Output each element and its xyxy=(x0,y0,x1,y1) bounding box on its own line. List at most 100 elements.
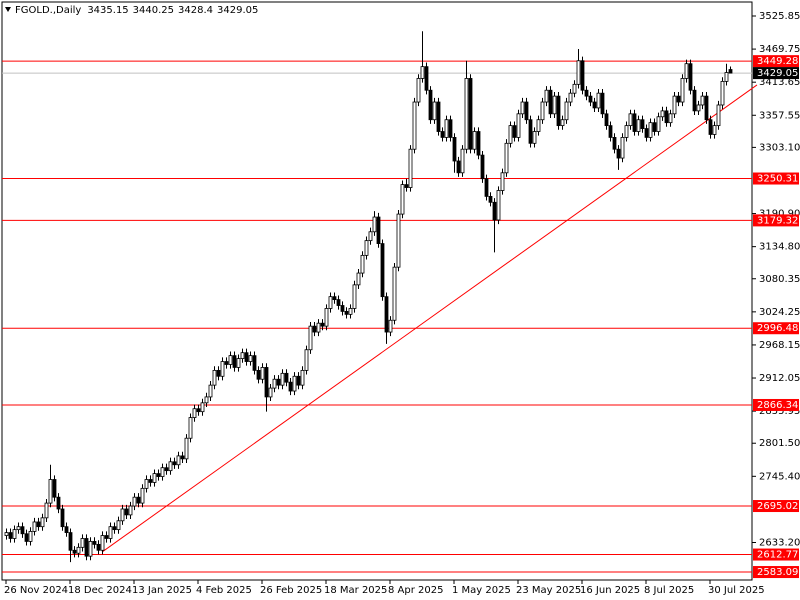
candle-body xyxy=(324,308,329,327)
y-tick-label: 3357.55 xyxy=(759,110,800,121)
candle-body xyxy=(136,496,141,504)
level-label-box xyxy=(753,398,799,411)
candle-body xyxy=(312,325,317,333)
candle-body xyxy=(520,101,525,115)
level-label: 3250.31 xyxy=(757,174,798,185)
candle-body xyxy=(404,184,409,188)
candle-body xyxy=(392,266,397,321)
candle-body xyxy=(620,137,625,159)
candle-body xyxy=(588,95,593,103)
candle-body xyxy=(72,549,77,554)
candle-body xyxy=(104,535,109,539)
candle-body xyxy=(96,543,101,551)
level-label-box xyxy=(753,55,799,68)
candle-body xyxy=(580,60,585,91)
candle-body xyxy=(532,131,537,144)
candle-body xyxy=(484,178,489,197)
level-label: 2695.02 xyxy=(757,501,798,512)
candle-body xyxy=(572,83,577,94)
candle-body xyxy=(592,101,597,109)
candle-body xyxy=(552,95,557,115)
candle-body xyxy=(492,201,497,221)
candle-body xyxy=(444,119,449,138)
candle-body xyxy=(76,546,81,554)
candle-body xyxy=(672,95,677,115)
candle-body xyxy=(640,119,645,129)
x-tick-label: 8 Jul 2025 xyxy=(644,585,694,596)
level-label: 2583.09 xyxy=(757,567,798,578)
candle-body xyxy=(4,532,9,536)
close-value: 3429.05 xyxy=(217,5,258,16)
candle-body xyxy=(376,216,381,244)
candle-body xyxy=(44,502,49,519)
candle-body xyxy=(316,322,321,333)
menu-arrow[interactable] xyxy=(5,7,11,12)
y-tick-label: 3134.80 xyxy=(759,242,800,253)
candle-body xyxy=(244,352,249,362)
candle-body xyxy=(364,240,369,256)
candle-body xyxy=(332,296,337,301)
candle-body xyxy=(56,496,61,510)
candle-body xyxy=(508,125,513,144)
candle-body xyxy=(124,508,129,516)
current-price-box xyxy=(753,67,799,80)
candle-body xyxy=(264,367,269,398)
y-tick-label: 3525.85 xyxy=(759,11,800,22)
candle-body xyxy=(36,521,41,528)
candle-body xyxy=(668,113,673,124)
candle-body xyxy=(284,372,289,383)
candle-body xyxy=(448,119,453,138)
candle-body xyxy=(628,113,633,127)
candle-body xyxy=(608,125,613,138)
candle-body xyxy=(8,532,13,539)
x-tick-label: 8 Apr 2025 xyxy=(388,585,443,596)
level-label: 2996.48 xyxy=(757,323,798,334)
candle-body xyxy=(396,213,401,268)
level-label: 3179.32 xyxy=(757,215,798,226)
candle-body xyxy=(368,231,373,242)
symbol: FGOLD.,Daily xyxy=(15,5,81,16)
candle-body xyxy=(184,437,189,460)
candle-body xyxy=(664,110,669,124)
candle-body xyxy=(684,63,689,79)
candle-body xyxy=(576,60,581,85)
candle-body xyxy=(344,311,349,315)
candle-body xyxy=(676,95,681,103)
candle-body xyxy=(300,369,305,386)
candle-body xyxy=(60,508,65,528)
candle-body xyxy=(132,496,137,507)
candle-body xyxy=(320,322,325,327)
y-tick-label: 3303.10 xyxy=(759,142,800,153)
candle-body xyxy=(360,254,365,274)
candle-body xyxy=(440,131,445,138)
y-tick-label: 2745.40 xyxy=(759,471,800,482)
candle-body xyxy=(472,131,477,150)
candle-body xyxy=(488,195,493,203)
candle-body xyxy=(108,526,113,539)
y-tick-label: 3080.35 xyxy=(759,274,800,285)
candle-body xyxy=(356,272,361,286)
candle-body xyxy=(212,369,217,386)
candle-body xyxy=(228,355,233,365)
low-value: 3428.4 xyxy=(178,5,213,16)
candle-body xyxy=(720,80,725,106)
candle-body xyxy=(564,101,569,121)
candle-body xyxy=(632,113,637,132)
candle-body xyxy=(652,122,657,132)
candle-body xyxy=(400,184,405,215)
candle-body xyxy=(308,325,313,351)
candle-body xyxy=(340,305,345,312)
candle-body xyxy=(120,508,125,522)
candle-body xyxy=(464,78,469,150)
level-label: 2612.77 xyxy=(757,550,798,561)
candle-body xyxy=(168,461,173,472)
candle-body xyxy=(180,455,185,460)
chart-title: FGOLD.,Daily 3435.15 3440.25 3428.4 3429.05 xyxy=(15,5,258,16)
candle-body xyxy=(292,375,297,392)
level-label-box xyxy=(753,322,799,335)
candle-body xyxy=(708,119,713,135)
plot-frame xyxy=(1,1,753,581)
x-tick-label: 18 Dec 2024 xyxy=(68,585,132,596)
candle-body xyxy=(204,396,209,404)
level-label-box xyxy=(753,214,799,227)
